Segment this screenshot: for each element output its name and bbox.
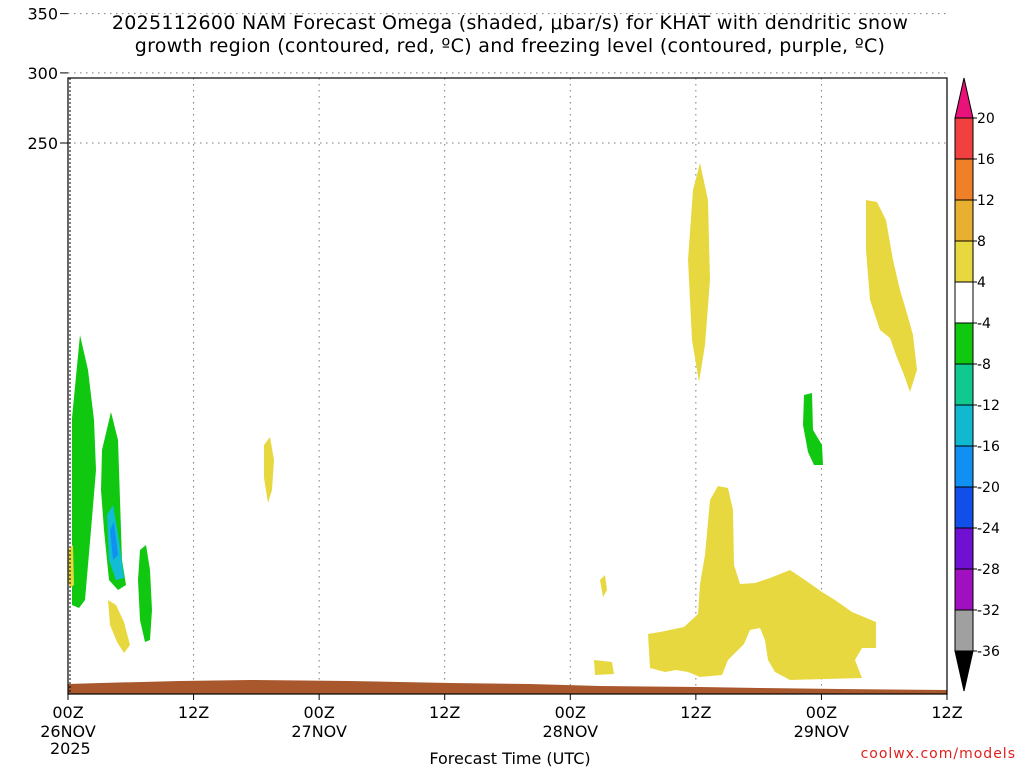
x-tick-label: 12Z bbox=[680, 703, 711, 722]
omega-region-yellow-2 bbox=[264, 437, 274, 503]
colorbar-segment bbox=[954, 568, 974, 611]
x-axis-label: Forecast Time (UTC) bbox=[429, 749, 590, 768]
colorbar-label: -4 bbox=[977, 316, 991, 332]
omega-region-blue-core bbox=[110, 522, 118, 560]
colorbar: 20 16 12 8 4 -4 -8 -12 -16 -20 -24 -28 -32 -36 bbox=[954, 77, 1000, 692]
terrain-ground bbox=[68, 680, 947, 694]
omega-region-yellow-4 bbox=[594, 660, 614, 675]
x-tick-label: 00Z bbox=[555, 703, 586, 722]
colorbar-segment bbox=[954, 240, 974, 283]
colorbar-label: 12 bbox=[977, 193, 995, 209]
omega-region-yellow-5 bbox=[688, 163, 710, 382]
omega-region-yellow-large bbox=[648, 486, 876, 680]
omega-region-green-2 bbox=[101, 412, 126, 590]
colorbar-segment bbox=[954, 281, 974, 324]
colorbar-label: -36 bbox=[977, 644, 1000, 660]
y-tick-label: 350 bbox=[27, 5, 58, 24]
colorbar-label: 16 bbox=[977, 152, 995, 168]
omega-region-yellow-left-edge bbox=[68, 545, 74, 588]
omega-region-yellow-3 bbox=[600, 575, 607, 597]
colorbar-segment bbox=[954, 486, 974, 529]
y-tick-label: 300 bbox=[27, 64, 58, 83]
x-tick-date: 27NOV bbox=[291, 722, 347, 741]
colorbar-segment bbox=[954, 527, 974, 570]
colorbar-segment bbox=[954, 117, 974, 160]
x-tick-label: 12Z bbox=[931, 703, 962, 722]
colorbar-segment bbox=[954, 609, 974, 652]
colorbar-bottom-arrow bbox=[954, 650, 974, 692]
colorbar-segment bbox=[954, 363, 974, 406]
x-tick-date: 29NOV bbox=[794, 722, 850, 741]
omega-region-yellow-1 bbox=[108, 600, 130, 653]
y-tick-label: 250 bbox=[27, 134, 58, 153]
omega-region-green-1 bbox=[72, 335, 96, 608]
colorbar-segment bbox=[954, 199, 974, 242]
omega-region-green-4 bbox=[803, 393, 823, 465]
colorbar-label: 20 bbox=[977, 111, 995, 127]
colorbar-label: -16 bbox=[977, 439, 1000, 455]
colorbar-label: -24 bbox=[977, 521, 1000, 537]
x-tick-label: 12Z bbox=[429, 703, 460, 722]
colorbar-label: -12 bbox=[977, 398, 1000, 414]
chart-title-line-1: 2025112600 NAM Forecast Omega (shaded, μ… bbox=[112, 12, 908, 34]
colorbar-segment bbox=[954, 404, 974, 447]
colorbar-top-arrow bbox=[954, 77, 974, 119]
chart-title-line-2: growth region (contoured, red, ºC) and f… bbox=[135, 35, 886, 57]
colorbar-segment bbox=[954, 158, 974, 201]
colorbar-label: -32 bbox=[977, 603, 1000, 619]
colorbar-label: -8 bbox=[977, 357, 991, 373]
x-tick-date: 28NOV bbox=[542, 722, 598, 741]
x-tick-label: 00Z bbox=[303, 703, 334, 722]
colorbar-label: -20 bbox=[977, 480, 1000, 496]
plot-border bbox=[67, 77, 948, 695]
x-tick-year: 2025 bbox=[50, 739, 91, 758]
colorbar-label: 8 bbox=[977, 234, 986, 250]
x-tick-date: 26NOV bbox=[40, 722, 96, 741]
colorbar-label: -28 bbox=[977, 562, 1000, 578]
omega-region-green-3 bbox=[138, 545, 152, 642]
omega-region-yellow-6 bbox=[866, 200, 917, 392]
credit-text: coolwx.com/models bbox=[861, 746, 1016, 762]
x-tick-label: 00Z bbox=[52, 703, 83, 722]
omega-shading bbox=[68, 163, 917, 680]
y-axis: 2503003504004505005506006507007508008509… bbox=[27, 5, 68, 153]
colorbar-segment bbox=[954, 322, 974, 365]
colorbar-segment bbox=[954, 445, 974, 488]
colorbar-label: 4 bbox=[977, 275, 986, 291]
x-tick-label: 00Z bbox=[806, 703, 837, 722]
x-tick-label: 12Z bbox=[178, 703, 209, 722]
